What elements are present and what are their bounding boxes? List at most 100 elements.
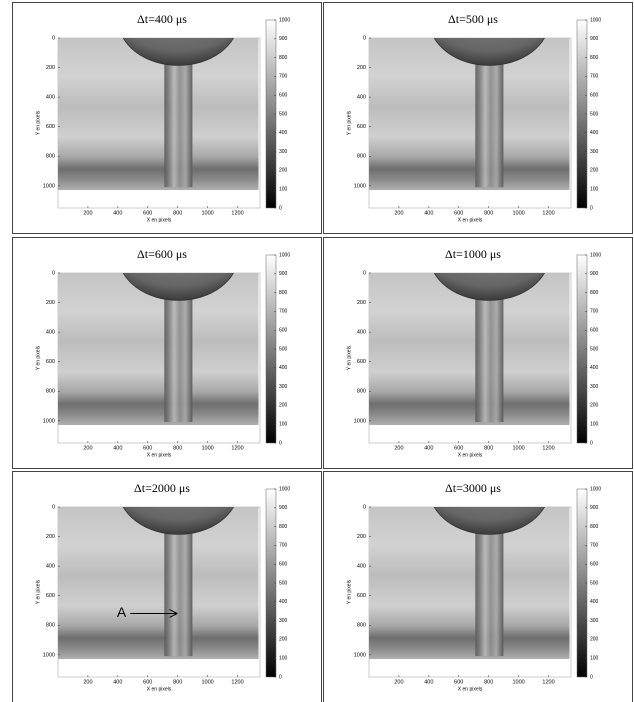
y-axis-label: Y en pixels bbox=[346, 579, 352, 604]
colorbar-tick-label: 700 bbox=[279, 74, 288, 80]
x-tick-label: 400 bbox=[424, 210, 433, 216]
y-tick-label: 1000 bbox=[354, 418, 366, 424]
x-tick-label: 200 bbox=[394, 445, 403, 451]
colorbar-tick-label: 800 bbox=[590, 290, 599, 296]
colorbar-tick-label: 600 bbox=[279, 328, 288, 334]
y-tick-label: 600 bbox=[46, 124, 55, 130]
colorbar-tick-label: 900 bbox=[279, 505, 288, 511]
x-tick-label: 800 bbox=[173, 445, 182, 451]
colorbar-tick-label: 400 bbox=[279, 599, 288, 605]
x-tick-label: 1200 bbox=[542, 679, 554, 685]
y-tick-label: 1000 bbox=[43, 183, 55, 189]
x-tick-label: 1000 bbox=[202, 679, 214, 685]
colorbar-tick-label: 1000 bbox=[590, 486, 601, 492]
panel-title: Δt=2000 μs bbox=[134, 481, 190, 495]
colorbar-tick-label: 500 bbox=[279, 580, 288, 586]
panel: Δt=400 μs0100200300400500600700800900100… bbox=[13, 0, 322, 234]
panel-title: Δt=500 μs bbox=[448, 12, 498, 26]
panel: Δt=1000 μs 0 100 200 300 400 500 600 700 800 900 10… bbox=[324, 209, 633, 468]
y-tick-label: 800 bbox=[357, 623, 366, 629]
y-tick-label: 1000 bbox=[354, 652, 366, 658]
colorbar-tick-label: 500 bbox=[590, 346, 599, 352]
y-tick-label: 0 bbox=[52, 270, 55, 276]
colorbar-tick-label: 200 bbox=[279, 637, 288, 643]
colorbar-tick-label: 400 bbox=[279, 365, 288, 371]
y-axis-label: Y en pixels bbox=[35, 110, 41, 135]
x-axis-label: X en pixels bbox=[147, 452, 172, 458]
y-tick-label: 400 bbox=[46, 564, 55, 570]
colorbar-tick-label: 100 bbox=[590, 187, 599, 193]
y-tick-label: 0 bbox=[363, 504, 366, 510]
panel: Δt=500 μs0100200300400500600700800900100… bbox=[324, 0, 633, 234]
colorbar-tick-label: 500 bbox=[590, 580, 599, 586]
colorbar-tick-label: 1000 bbox=[279, 252, 290, 258]
colorbar-tick-label: 100 bbox=[590, 656, 599, 662]
colorbar-tick-label: 800 bbox=[279, 290, 288, 296]
colorbar-tick-label: 300 bbox=[590, 618, 599, 624]
colorbar-tick-label: 700 bbox=[279, 543, 288, 549]
panel-title: Δt=1000 μs bbox=[445, 247, 501, 261]
x-tick-label: 600 bbox=[143, 210, 152, 216]
annotation: A bbox=[117, 604, 127, 620]
colorbar-tick-label: 0 bbox=[590, 674, 593, 680]
y-tick-label: 600 bbox=[357, 124, 366, 130]
y-tick-label: 1000 bbox=[43, 652, 55, 658]
panel: Δt=3000 μs 0 100 200 300 400 500 600 700 800 900 10… bbox=[324, 443, 633, 702]
y-tick-label: 600 bbox=[46, 359, 55, 365]
colorbar-tick-label: 400 bbox=[279, 130, 288, 136]
colorbar-tick-label: 200 bbox=[590, 637, 599, 643]
panel-title: Δt=400 μs bbox=[137, 12, 187, 26]
x-tick-label: 200 bbox=[83, 445, 92, 451]
y-tick-label: 0 bbox=[363, 270, 366, 276]
colorbar-tick-label: 200 bbox=[590, 168, 599, 174]
x-tick-label: 1200 bbox=[231, 210, 243, 216]
colorbar-tick-label: 700 bbox=[590, 543, 599, 549]
x-axis-label: X en pixels bbox=[458, 686, 483, 692]
x-tick-label: 600 bbox=[454, 445, 463, 451]
y-tick-label: 600 bbox=[46, 593, 55, 599]
x-axis-label: X en pixels bbox=[458, 452, 483, 458]
colorbar-tick-label: 900 bbox=[590, 505, 599, 511]
y-tick-label: 600 bbox=[357, 593, 366, 599]
colorbar-tick-label: 300 bbox=[590, 384, 599, 390]
y-tick-label: 200 bbox=[46, 65, 55, 71]
x-tick-label: 800 bbox=[484, 445, 493, 451]
y-tick-label: 400 bbox=[46, 95, 55, 101]
x-tick-label: 1000 bbox=[513, 210, 525, 216]
colorbar-tick-label: 900 bbox=[279, 36, 288, 42]
x-tick-label: 600 bbox=[143, 445, 152, 451]
y-tick-label: 200 bbox=[357, 534, 366, 540]
colorbar-tick-label: 400 bbox=[590, 130, 599, 136]
panel-title: Δt=3000 μs bbox=[445, 481, 501, 495]
y-tick-label: 800 bbox=[46, 389, 55, 395]
colorbar-tick-label: 800 bbox=[590, 524, 599, 530]
y-tick-label: 400 bbox=[357, 564, 366, 570]
y-tick-label: 1000 bbox=[354, 183, 366, 189]
y-tick-label: 1000 bbox=[43, 418, 55, 424]
colorbar-tick-label: 600 bbox=[590, 93, 599, 99]
y-tick-label: 200 bbox=[357, 300, 366, 306]
x-tick-label: 800 bbox=[484, 210, 493, 216]
colorbar-tick-label: 900 bbox=[590, 271, 599, 277]
y-axis-label: Y en pixels bbox=[35, 579, 41, 604]
colorbar-tick-label: 700 bbox=[590, 309, 599, 315]
colorbar-tick-label: 600 bbox=[279, 93, 288, 99]
y-tick-label: 600 bbox=[357, 359, 366, 365]
x-tick-label: 800 bbox=[173, 679, 182, 685]
x-tick-label: 400 bbox=[113, 679, 122, 685]
x-axis-label: X en pixels bbox=[147, 217, 172, 223]
y-axis-label: Y en pixels bbox=[35, 345, 41, 370]
colorbar-tick-label: 300 bbox=[279, 149, 288, 155]
colorbar-tick-label: 0 bbox=[590, 205, 593, 211]
colorbar-tick-label: 100 bbox=[590, 422, 599, 428]
y-tick-label: 200 bbox=[46, 300, 55, 306]
y-axis-label: Y en pixels bbox=[346, 110, 352, 135]
colorbar-tick-label: 1000 bbox=[279, 486, 290, 492]
y-tick-label: 400 bbox=[357, 95, 366, 101]
colorbar-tick-label: 1000 bbox=[590, 252, 601, 258]
y-tick-label: 0 bbox=[52, 504, 55, 510]
colorbar-tick-label: 400 bbox=[590, 599, 599, 605]
y-tick-label: 0 bbox=[52, 35, 55, 41]
panel: Δt=2000 μs010020030040050060070080090010… bbox=[13, 443, 322, 702]
x-axis-label: X en pixels bbox=[147, 686, 172, 692]
